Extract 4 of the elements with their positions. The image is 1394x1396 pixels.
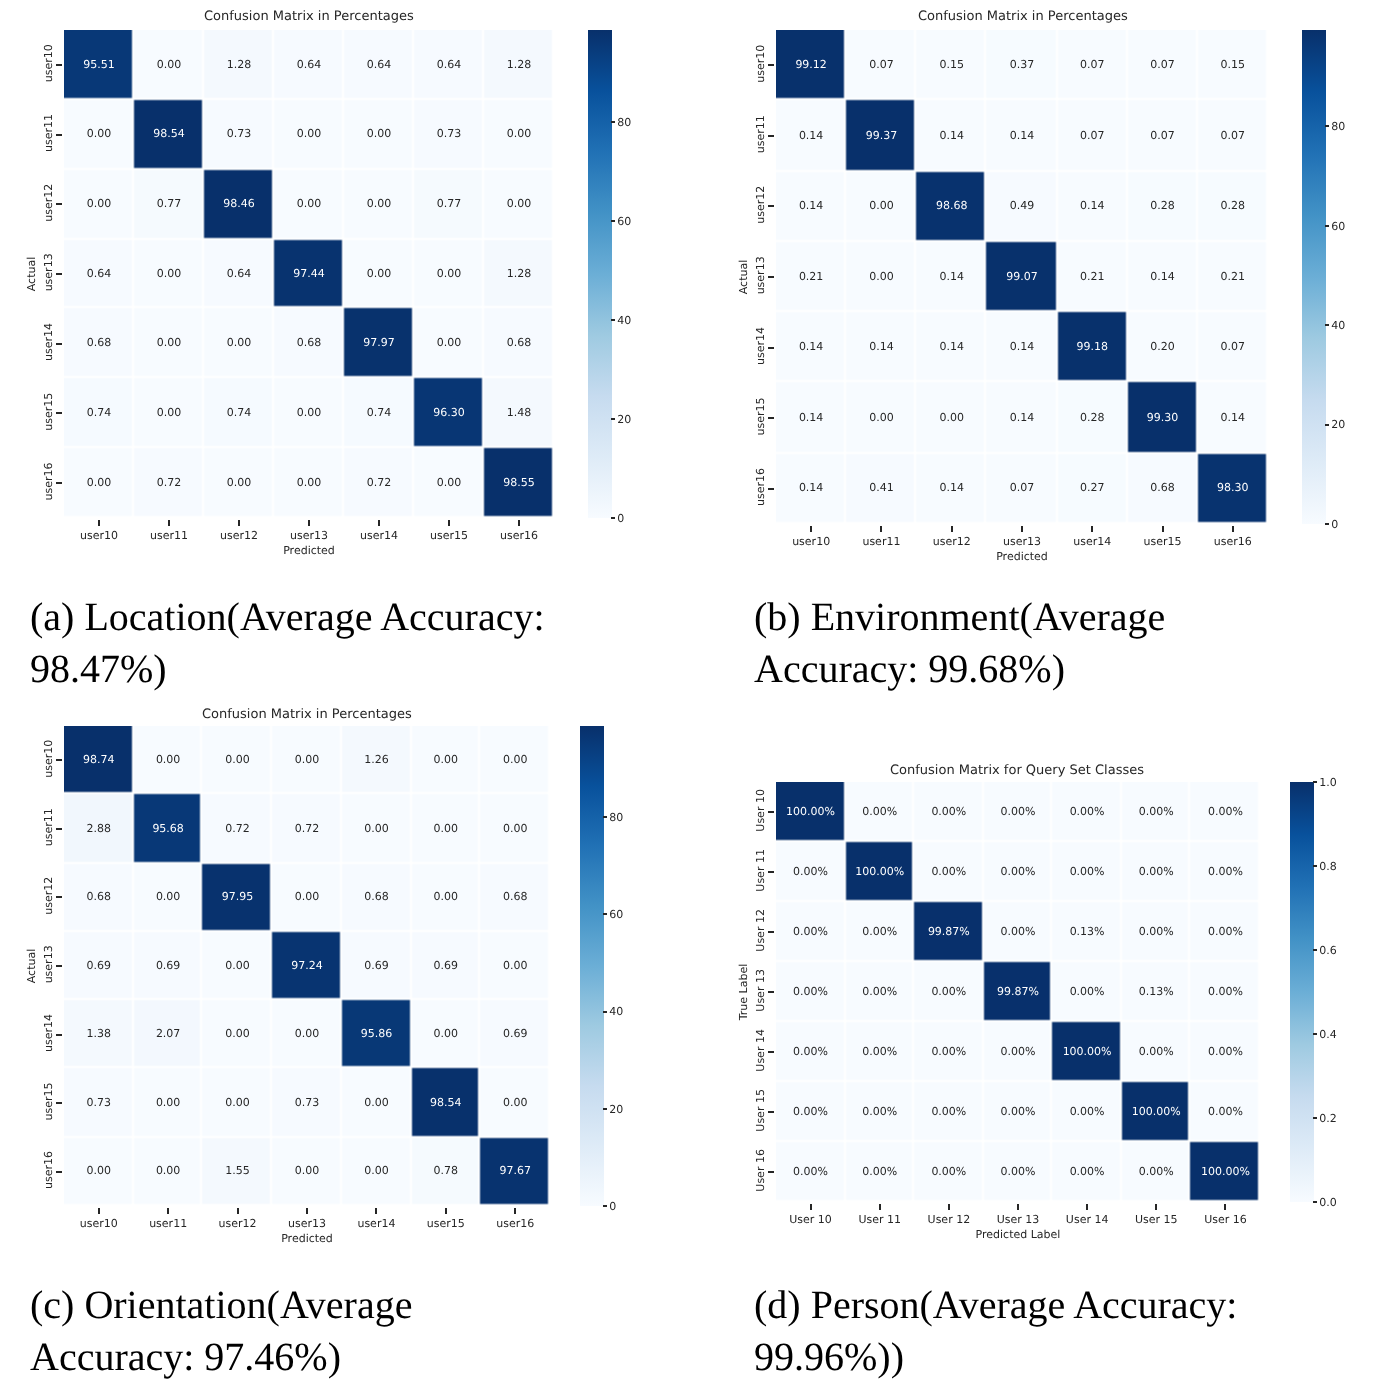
text: (b) Environment(Average Accuracy: 99.68%): [754, 596, 1166, 692]
text: (c) Orientation(Average Accuracy: 97.46%): [30, 1284, 413, 1380]
text: (a) Location(Average Accuracy: 98.47%): [30, 596, 545, 692]
text: (d) Person(Average Accuracy: 99.96%)): [754, 1284, 1238, 1380]
